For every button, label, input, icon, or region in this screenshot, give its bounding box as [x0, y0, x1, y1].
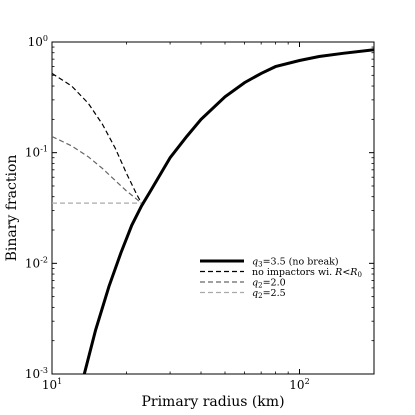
series-line-3 — [51, 135, 142, 204]
series-lines — [51, 48, 375, 375]
legend-label-1: q3=3.5 (no break) — [252, 257, 339, 269]
legend-label-3: q2=2.0 — [252, 278, 286, 290]
y-tick-label: 10-1 — [25, 145, 48, 160]
y-tick-label: 10-3 — [25, 366, 48, 381]
series-line-1 — [82, 48, 375, 375]
y-tick-label: 100 — [28, 34, 48, 49]
series-line-2 — [51, 72, 143, 204]
x-axis-ticks: 101 102 — [42, 42, 310, 392]
plot-frame — [51, 41, 375, 375]
y-axis-title: Binary fraction — [4, 155, 20, 262]
y-tick-label: 10-2 — [25, 255, 48, 270]
x-tick-label: 101 — [42, 377, 62, 392]
legend: q3=3.5 (no break)no impactors wi. R<R0q2… — [200, 257, 362, 300]
legend-label-2: no impactors wi. R<R0 — [252, 267, 362, 279]
y-axis-ticks: 10-3 10-2 10-1 100 — [25, 34, 374, 381]
legend-label-4: q2=2.5 — [252, 288, 286, 300]
x-tick-label: 102 — [289, 377, 309, 392]
x-axis-title: Primary radius (km) — [141, 394, 284, 410]
